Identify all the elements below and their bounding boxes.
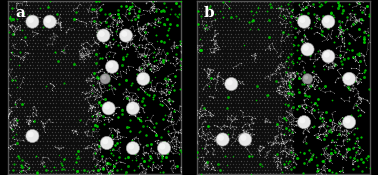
Circle shape [47, 19, 55, 27]
Circle shape [130, 106, 138, 114]
Circle shape [130, 145, 138, 153]
Circle shape [325, 54, 333, 62]
Circle shape [102, 138, 108, 144]
Circle shape [344, 118, 350, 124]
Circle shape [322, 50, 335, 63]
Circle shape [140, 76, 148, 84]
Circle shape [102, 75, 106, 80]
Circle shape [104, 104, 110, 110]
Circle shape [160, 144, 165, 149]
Circle shape [305, 47, 313, 55]
Circle shape [102, 102, 115, 115]
Circle shape [123, 33, 131, 41]
Circle shape [26, 15, 39, 28]
Circle shape [29, 133, 37, 141]
Circle shape [302, 74, 313, 84]
Circle shape [101, 33, 108, 41]
Circle shape [342, 116, 356, 129]
Circle shape [218, 135, 224, 141]
Circle shape [109, 64, 117, 72]
Circle shape [29, 19, 37, 27]
Circle shape [107, 62, 113, 68]
Circle shape [220, 137, 228, 145]
Text: b: b [204, 6, 214, 20]
Circle shape [105, 60, 119, 73]
Circle shape [45, 17, 51, 23]
Circle shape [105, 106, 113, 114]
Circle shape [297, 15, 311, 28]
Circle shape [28, 17, 34, 23]
Circle shape [342, 72, 356, 85]
Circle shape [139, 74, 144, 80]
Circle shape [43, 15, 56, 28]
Circle shape [297, 116, 311, 129]
Circle shape [228, 81, 236, 89]
Circle shape [239, 133, 252, 146]
Circle shape [325, 19, 333, 27]
Circle shape [344, 74, 350, 80]
Circle shape [126, 142, 139, 155]
Circle shape [242, 137, 250, 145]
Circle shape [100, 136, 113, 149]
Circle shape [126, 102, 139, 115]
Circle shape [346, 76, 354, 84]
Circle shape [322, 15, 335, 28]
Circle shape [301, 120, 309, 127]
Circle shape [97, 29, 110, 42]
Circle shape [225, 78, 238, 91]
Circle shape [240, 135, 246, 141]
Circle shape [158, 142, 170, 155]
Circle shape [346, 120, 354, 127]
Circle shape [324, 17, 330, 23]
Circle shape [227, 79, 232, 85]
Circle shape [161, 145, 169, 153]
Circle shape [299, 118, 305, 124]
Circle shape [104, 140, 112, 148]
Circle shape [128, 104, 134, 110]
Circle shape [119, 29, 133, 42]
Circle shape [304, 75, 308, 80]
Circle shape [324, 52, 330, 58]
Circle shape [303, 45, 309, 51]
Circle shape [28, 131, 34, 137]
Circle shape [301, 19, 309, 27]
Circle shape [99, 31, 105, 37]
Circle shape [121, 31, 127, 37]
Circle shape [100, 74, 110, 84]
Circle shape [299, 17, 305, 23]
Text: a: a [15, 6, 25, 20]
Circle shape [301, 43, 314, 56]
Circle shape [216, 133, 229, 146]
Circle shape [128, 144, 134, 149]
Circle shape [26, 130, 39, 143]
Circle shape [137, 72, 150, 85]
